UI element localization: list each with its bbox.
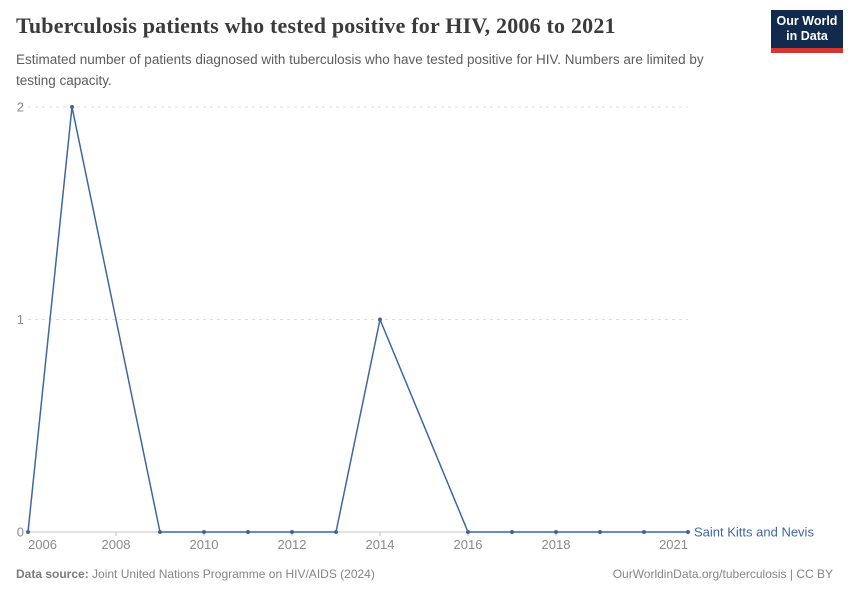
x-tick-label: 2018: [542, 537, 571, 552]
x-tick-label: 2014: [366, 537, 395, 552]
data-point-marker[interactable]: [70, 105, 74, 109]
owid-logo[interactable]: Our World in Data: [771, 10, 843, 53]
y-tick-label: 2: [17, 100, 24, 115]
x-tick-label: 2006: [28, 537, 57, 552]
x-tick-label: 2010: [190, 537, 219, 552]
series-label[interactable]: Saint Kitts and Nevis: [694, 525, 814, 540]
owid-logo-line1: Our World: [776, 13, 838, 28]
owid-logo-line2: in Data: [786, 29, 828, 43]
data-point-marker[interactable]: [246, 530, 250, 534]
line-chart: 0 1 2 2006 2008 2010 2012 2014 2016 2018 2021 Saint…: [17, 100, 815, 553]
data-point-marker[interactable]: [598, 530, 602, 534]
y-tick-label: 1: [17, 312, 24, 327]
credit-link[interactable]: OurWorldinData.org/tuberculosis | CC BY: [612, 567, 833, 581]
y-tick-label: 0: [17, 525, 24, 540]
x-tick-label: 2008: [102, 537, 131, 552]
data-point-marker[interactable]: [510, 530, 514, 534]
series-line[interactable]: [27, 106, 688, 533]
data-point-marker[interactable]: [158, 530, 162, 534]
data-point-marker[interactable]: [26, 530, 30, 534]
data-source: Data source: Joint United Nations Progra…: [16, 567, 375, 581]
data-point-marker[interactable]: [202, 530, 206, 534]
data-source-text: Joint United Nations Programme on HIV/AI…: [92, 567, 375, 581]
data-point-marker[interactable]: [466, 530, 470, 534]
x-tick-label: 2016: [454, 537, 483, 552]
data-point-marker[interactable]: [334, 530, 338, 534]
data-point-marker[interactable]: [686, 530, 690, 534]
data-point-marker[interactable]: [642, 530, 646, 534]
data-source-label: Data source:: [16, 567, 89, 581]
data-point-marker[interactable]: [554, 530, 558, 534]
x-tick-label: 2012: [278, 537, 307, 552]
chart-subtitle: Estimated number of patients diagnosed w…: [16, 52, 704, 88]
x-tick-label: 2021: [659, 537, 688, 552]
page-title: Tuberculosis patients who tested positiv…: [16, 13, 616, 38]
data-point-marker[interactable]: [290, 530, 294, 534]
data-point-marker[interactable]: [378, 317, 382, 322]
chart-footer: Data source: Joint United Nations Progra…: [16, 567, 833, 581]
